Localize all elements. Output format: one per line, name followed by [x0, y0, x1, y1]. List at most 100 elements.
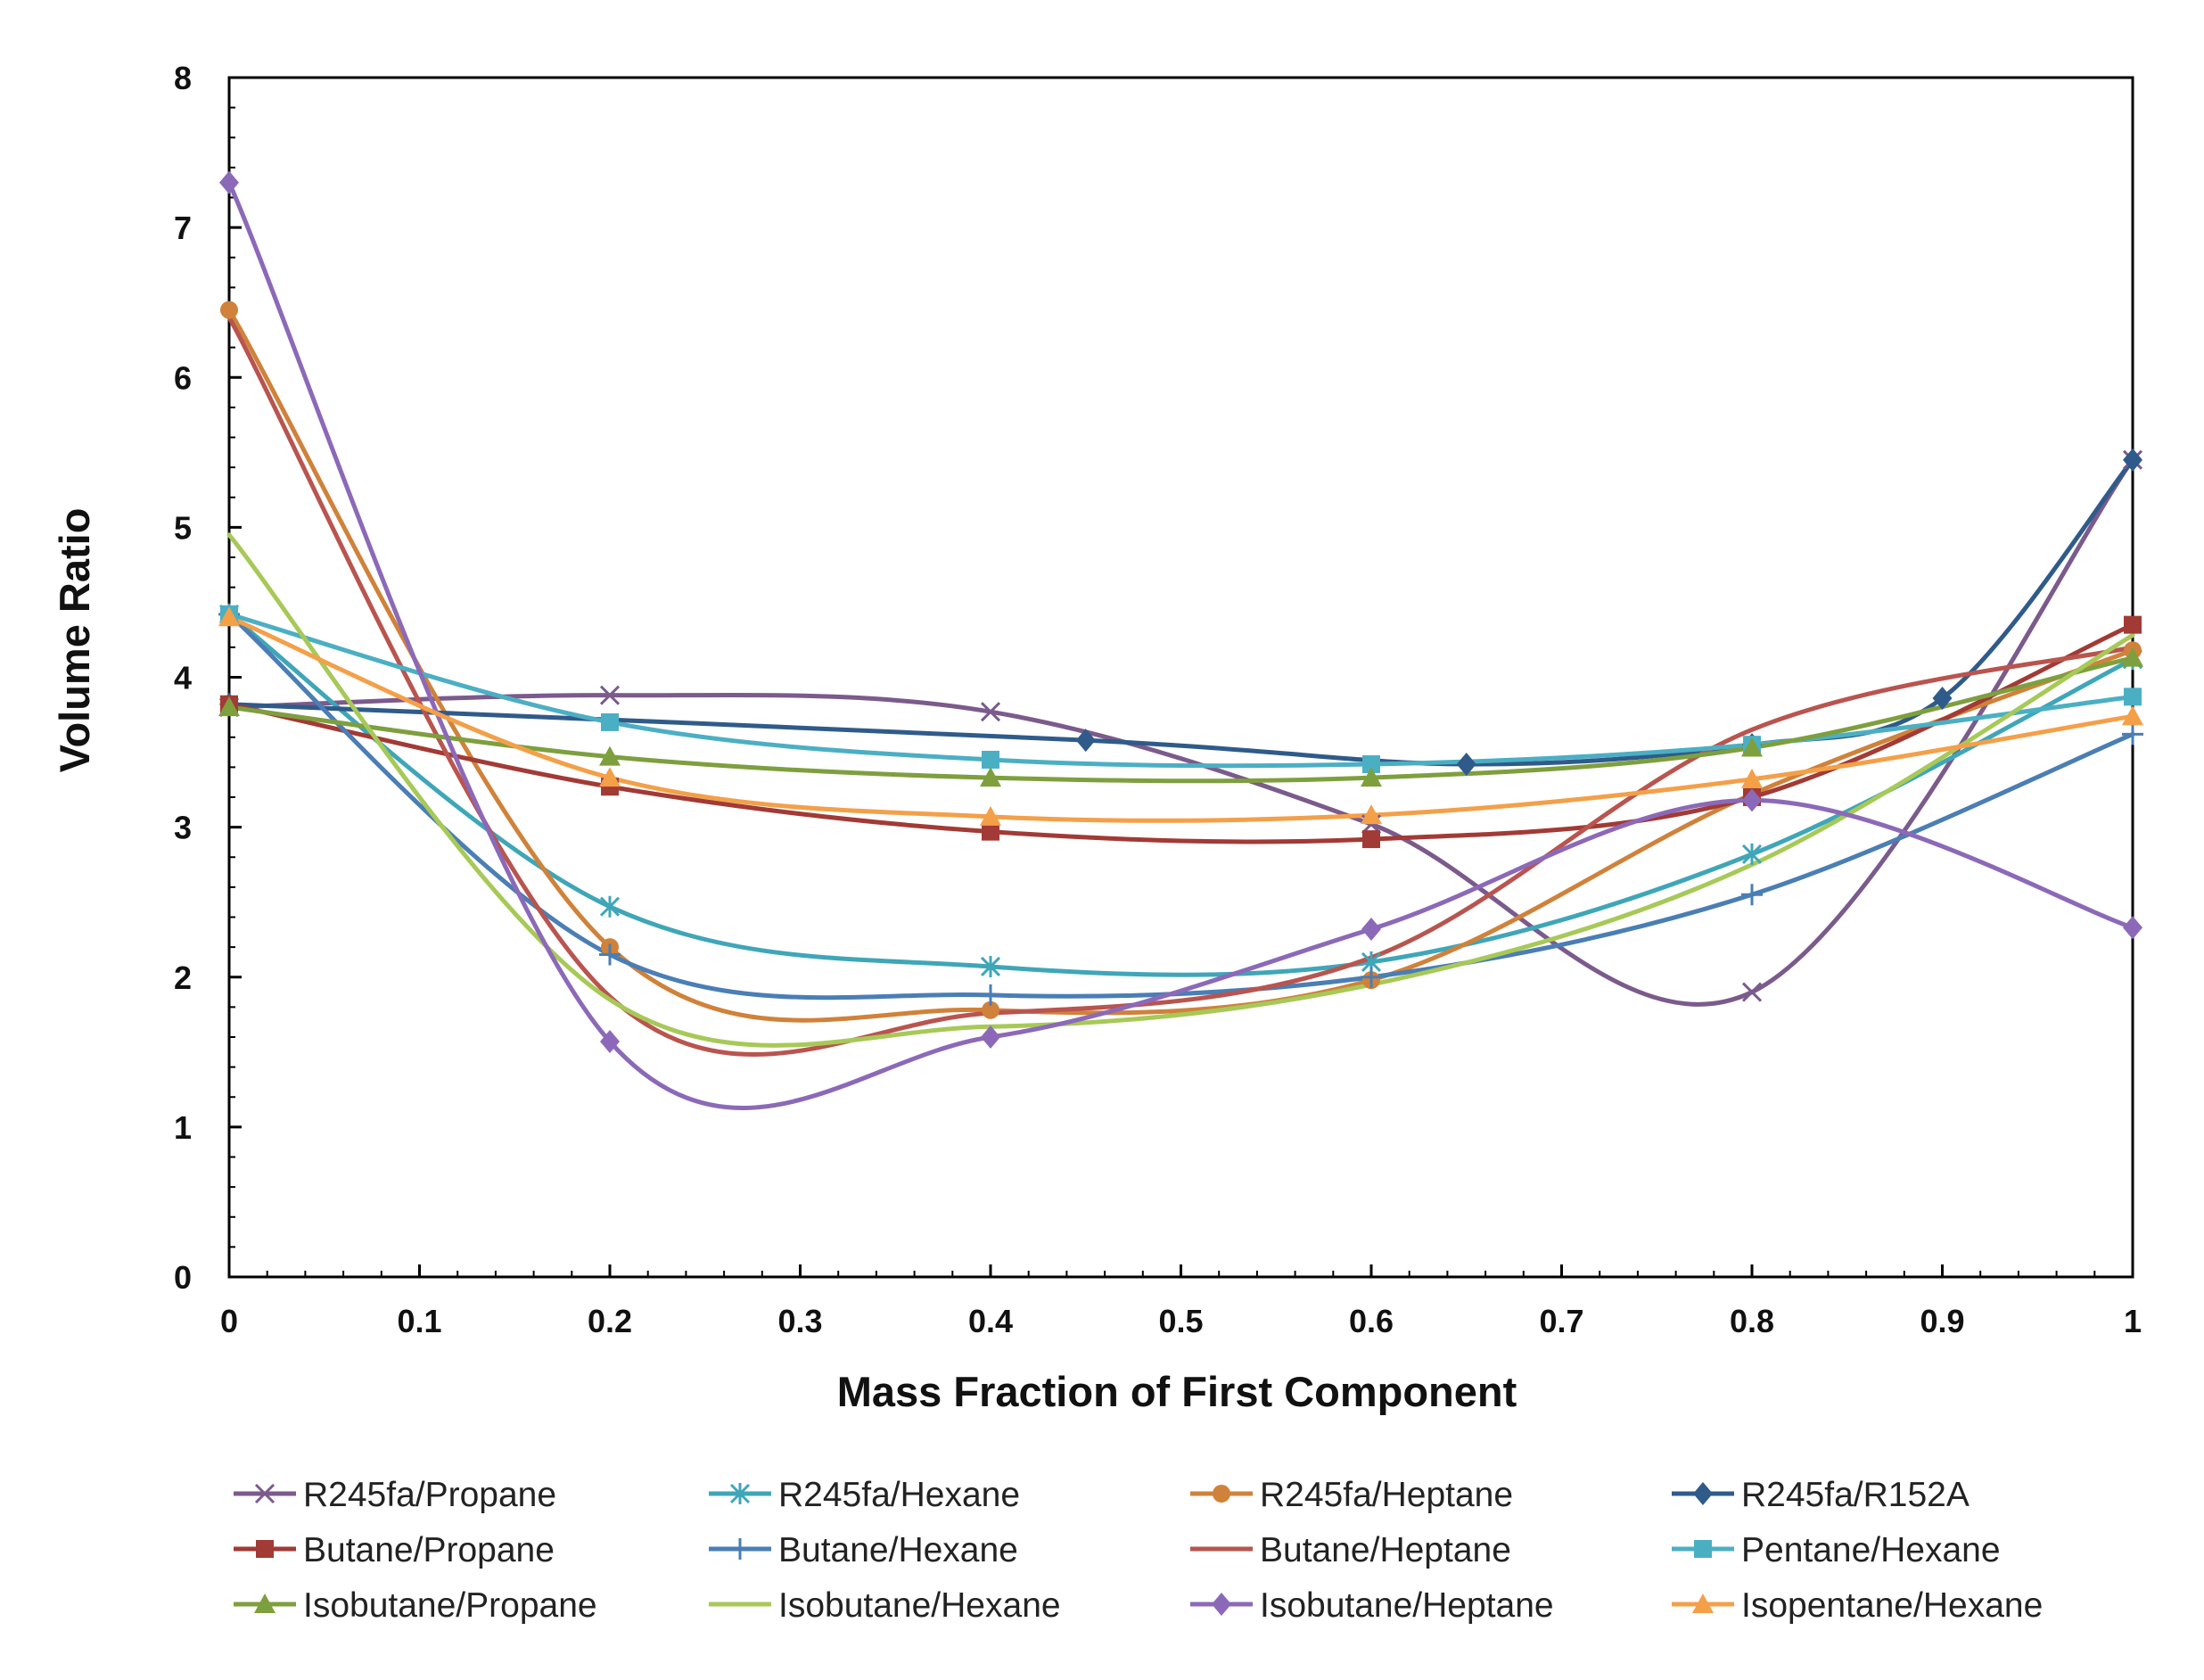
- data-point-isopentane-hexane: [599, 767, 621, 787]
- y-tick-label: 0: [174, 1259, 192, 1296]
- data-point-isobutane-heptane: [981, 1025, 1000, 1049]
- series-line-isobutane-hexane: [226, 532, 2135, 1048]
- y-tick-label: 8: [174, 60, 192, 96]
- legend-label: Isopentane/Hexane: [1741, 1586, 2043, 1625]
- legend-label: R245fa/Propane: [303, 1476, 556, 1514]
- y-tick-label: 7: [174, 210, 192, 246]
- legend-marker: [254, 1483, 276, 1504]
- legend-item-butane-hexane: Butane/Hexane: [709, 1531, 1018, 1569]
- legend-item-r245fa-r152a: R245fa/R152A: [1672, 1476, 1970, 1514]
- x-tick-label: 1: [2124, 1303, 2142, 1339]
- data-point-r245fa-propane: [980, 702, 1001, 722]
- legend-label: Isobutane/Heptane: [1260, 1586, 1554, 1625]
- series-line-isopentane-hexane: [226, 614, 2135, 823]
- data-point-butane-hexane: [1361, 966, 1382, 988]
- series-line-r245fa-r152a: [226, 457, 2135, 767]
- data-point-r245fa-propane: [1741, 982, 1763, 1002]
- y-tick-label: 6: [174, 359, 192, 396]
- data-point-pentane-hexane: [1362, 755, 1380, 774]
- data-point-r245fa-r152a: [1456, 753, 1476, 777]
- legend-marker: [729, 1538, 751, 1560]
- data-point-r245fa-hexane: [1741, 843, 1763, 865]
- data-point-isobutane-heptane: [219, 170, 239, 194]
- data-point-pentane-hexane: [2124, 688, 2142, 706]
- data-point-isobutane-propane: [218, 696, 240, 717]
- y-tick-label: 4: [174, 660, 192, 696]
- data-point-isobutane-propane: [1361, 767, 1382, 787]
- data-point-butane-hexane: [2122, 723, 2143, 745]
- data-point-r245fa-r152a: [2123, 448, 2142, 472]
- legend-label: Butane/Propane: [303, 1531, 555, 1569]
- legend-label: Isobutane/Hexane: [778, 1586, 1061, 1625]
- data-point-pentane-hexane: [982, 750, 999, 769]
- legend-marker: [1213, 1485, 1230, 1503]
- data-point-r245fa-hexane: [599, 895, 621, 918]
- data-point-butane-propane: [1362, 830, 1380, 849]
- data-point-isobutane-propane: [599, 745, 621, 766]
- x-tick-label: 0.7: [1539, 1303, 1583, 1339]
- series-line-isobutane-heptane: [226, 180, 2135, 1110]
- x-tick-label: 0.9: [1920, 1303, 1964, 1339]
- data-point-isopentane-hexane: [980, 805, 1001, 826]
- data-point-isobutane-heptane: [1742, 788, 1762, 812]
- series-line-butane-propane: [226, 622, 2135, 844]
- y-tick-label: 5: [174, 509, 192, 546]
- legend-label: R245fa/R152A: [1741, 1476, 1970, 1514]
- legend-marker: [729, 1483, 751, 1504]
- data-point-r245fa-hexane: [980, 955, 1001, 977]
- legend-label: Pentane/Hexane: [1741, 1531, 2001, 1569]
- data-point-isopentane-hexane: [1361, 804, 1382, 825]
- legend-item-isobutane-heptane: Isobutane/Heptane: [1190, 1586, 1554, 1625]
- data-point-r245fa-heptane: [220, 301, 238, 319]
- data-point-isobutane-propane: [980, 767, 1001, 787]
- series-line-pentane-hexane: [226, 612, 2135, 769]
- x-tick-label: 0.6: [1349, 1303, 1394, 1339]
- data-point-butane-hexane: [599, 943, 621, 966]
- legend-item-r245fa-heptane: R245fa/Heptane: [1190, 1476, 1513, 1514]
- legend-label: R245fa/Hexane: [778, 1476, 1020, 1514]
- data-point-isobutane-heptane: [2123, 916, 2142, 940]
- y-tick-label: 1: [174, 1109, 192, 1146]
- series-line-r245fa-propane: [226, 457, 2135, 1007]
- x-tick-label: 0.5: [1158, 1303, 1203, 1339]
- data-point-isopentane-hexane: [2122, 705, 2143, 726]
- series-line-r245fa-hexane: [226, 612, 2135, 977]
- data-point-isopentane-hexane: [218, 606, 240, 627]
- legend-marker: [254, 1594, 276, 1613]
- data-point-r245fa-r152a: [1932, 687, 1953, 711]
- legend-item-r245fa-propane: R245fa/Propane: [234, 1476, 556, 1514]
- legend-marker: [1212, 1593, 1231, 1616]
- x-tick-label: 0: [220, 1303, 238, 1339]
- legend-item-isopentane-hexane: Isopentane/Hexane: [1672, 1586, 2043, 1625]
- legend-label: Butane/Hexane: [778, 1531, 1018, 1569]
- data-point-isobutane-heptane: [1361, 917, 1381, 941]
- x-tick-label: 0.2: [588, 1303, 632, 1339]
- data-point-butane-propane: [2124, 615, 2142, 634]
- series-line-isobutane-propane: [226, 655, 2135, 784]
- data-point-r245fa-propane: [599, 685, 621, 705]
- series-line-butane-heptane: [226, 315, 2135, 1057]
- legend-label: R245fa/Heptane: [1260, 1476, 1513, 1514]
- legend-item-butane-propane: Butane/Propane: [234, 1531, 555, 1569]
- x-tick-label: 0.1: [397, 1303, 441, 1339]
- x-tick-label: 0.8: [1730, 1303, 1774, 1339]
- data-point-butane-hexane: [980, 984, 1001, 1006]
- legend-marker: [1694, 1540, 1712, 1558]
- legend: R245fa/Propane R245fa/Hexane R245fa/Heptan…: [234, 1476, 2043, 1625]
- y-tick-label: 3: [174, 810, 192, 846]
- legend-label: Butane/Heptane: [1260, 1531, 1511, 1569]
- legend-item-pentane-hexane: Pentane/Hexane: [1672, 1531, 2001, 1569]
- legend-marker: [1692, 1594, 1714, 1613]
- y-tick-label: 2: [174, 959, 192, 996]
- x-tick-label: 0.4: [968, 1303, 1013, 1339]
- x-tick-label: 0.3: [777, 1303, 822, 1339]
- legend-item-butane-heptane: Butane/Heptane: [1190, 1531, 1511, 1569]
- legend-item-r245fa-hexane: R245fa/Hexane: [709, 1476, 1020, 1514]
- data-point-pentane-hexane: [601, 712, 619, 731]
- series-line-butane-hexane: [226, 612, 2135, 1001]
- y-axis-title: Volume Ratio: [51, 508, 98, 773]
- data-point-isopentane-hexane: [1741, 768, 1763, 788]
- legend-item-isobutane-propane: Isobutane/Propane: [234, 1586, 597, 1625]
- legend-item-isobutane-hexane: Isobutane/Hexane: [709, 1586, 1061, 1625]
